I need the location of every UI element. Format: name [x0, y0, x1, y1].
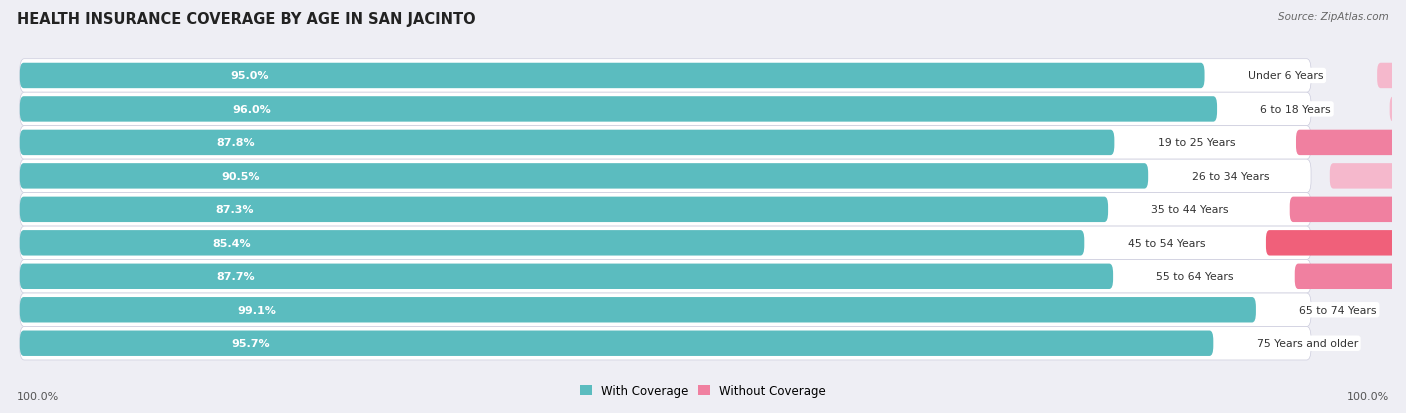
Text: HEALTH INSURANCE COVERAGE BY AGE IN SAN JACINTO: HEALTH INSURANCE COVERAGE BY AGE IN SAN … [17, 12, 475, 27]
FancyBboxPatch shape [20, 126, 1310, 160]
Text: 99.1%: 99.1% [238, 305, 277, 315]
FancyBboxPatch shape [20, 197, 1108, 223]
FancyBboxPatch shape [1265, 230, 1406, 256]
Text: 95.7%: 95.7% [232, 338, 270, 349]
FancyBboxPatch shape [20, 260, 1310, 293]
FancyBboxPatch shape [1330, 164, 1406, 189]
FancyBboxPatch shape [1295, 264, 1406, 290]
FancyBboxPatch shape [20, 327, 1310, 360]
Text: 85.4%: 85.4% [212, 238, 250, 248]
FancyBboxPatch shape [20, 193, 1310, 227]
Legend: With Coverage, Without Coverage: With Coverage, Without Coverage [575, 379, 831, 401]
FancyBboxPatch shape [1289, 197, 1406, 223]
FancyBboxPatch shape [20, 59, 1310, 93]
Text: 95.0%: 95.0% [231, 71, 269, 81]
Text: Source: ZipAtlas.com: Source: ZipAtlas.com [1278, 12, 1389, 22]
FancyBboxPatch shape [1389, 97, 1406, 122]
FancyBboxPatch shape [20, 230, 1084, 256]
Text: 96.0%: 96.0% [232, 104, 271, 115]
Text: 100.0%: 100.0% [17, 391, 59, 401]
FancyBboxPatch shape [20, 93, 1310, 126]
FancyBboxPatch shape [20, 64, 1205, 89]
FancyBboxPatch shape [20, 264, 1114, 290]
Text: 75 Years and older: 75 Years and older [1257, 338, 1358, 349]
Text: 87.3%: 87.3% [215, 205, 254, 215]
Text: 55 to 64 Years: 55 to 64 Years [1157, 272, 1234, 282]
FancyBboxPatch shape [20, 297, 1256, 323]
Text: 35 to 44 Years: 35 to 44 Years [1152, 205, 1229, 215]
FancyBboxPatch shape [20, 293, 1310, 327]
FancyBboxPatch shape [20, 164, 1149, 189]
Text: 65 to 74 Years: 65 to 74 Years [1299, 305, 1376, 315]
FancyBboxPatch shape [1296, 131, 1406, 156]
FancyBboxPatch shape [1376, 64, 1406, 89]
Text: 6 to 18 Years: 6 to 18 Years [1260, 104, 1331, 115]
Text: Under 6 Years: Under 6 Years [1249, 71, 1323, 81]
FancyBboxPatch shape [20, 227, 1310, 260]
Text: 87.8%: 87.8% [217, 138, 256, 148]
FancyBboxPatch shape [20, 131, 1115, 156]
FancyBboxPatch shape [20, 160, 1310, 193]
Text: 45 to 54 Years: 45 to 54 Years [1128, 238, 1205, 248]
Text: 87.7%: 87.7% [217, 272, 254, 282]
FancyBboxPatch shape [20, 331, 1213, 356]
FancyBboxPatch shape [20, 97, 1218, 122]
Text: 100.0%: 100.0% [1347, 391, 1389, 401]
Text: 26 to 34 Years: 26 to 34 Years [1191, 171, 1270, 181]
Text: 90.5%: 90.5% [222, 171, 260, 181]
Text: 19 to 25 Years: 19 to 25 Years [1157, 138, 1236, 148]
